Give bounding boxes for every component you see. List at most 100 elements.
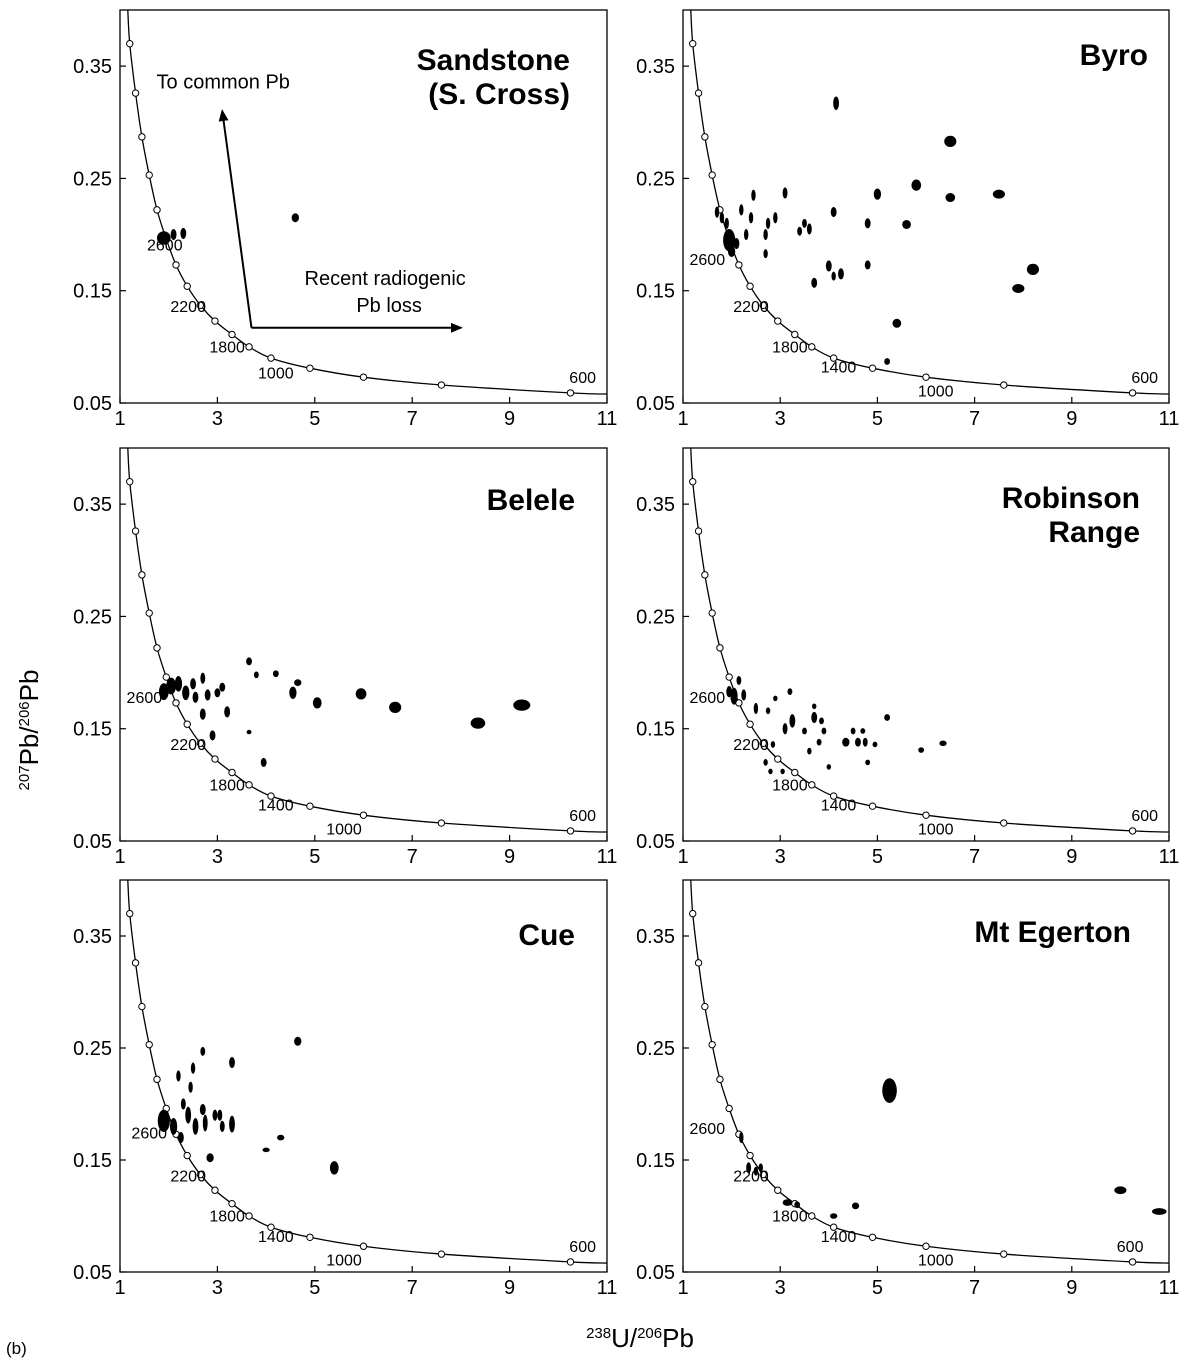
data-point	[802, 218, 807, 228]
y-tick-label: 0.05	[73, 831, 112, 853]
data-point	[748, 212, 754, 224]
data-point	[826, 764, 831, 770]
data-point	[782, 1199, 793, 1206]
data-point	[838, 268, 844, 280]
y-tick-label: 0.05	[636, 831, 675, 853]
concordia-age-label: 600	[569, 808, 596, 825]
data-point	[200, 1046, 206, 1056]
data-point	[741, 689, 747, 701]
data-point	[751, 189, 756, 201]
x-axis-title: 238U/206Pb	[586, 1323, 694, 1353]
concordia-age-label: 1000	[918, 383, 954, 400]
data-point	[192, 1118, 199, 1135]
panel-title: Mt Egerton	[974, 916, 1131, 949]
concordia-age-marker	[922, 373, 930, 381]
concordia-age-marker	[211, 317, 219, 325]
x-tick-label: 11	[1159, 846, 1180, 868]
data-point	[170, 228, 177, 241]
data-point	[736, 675, 742, 685]
trend-arrow	[218, 109, 253, 328]
y-tick-label: 0.25	[73, 606, 112, 628]
concordia-age-label: 2200	[733, 1168, 769, 1185]
y-tick-label: 0.35	[73, 56, 112, 78]
data-point	[219, 1120, 225, 1132]
concordia-age-marker	[694, 89, 703, 97]
data-point	[1026, 263, 1039, 275]
concordia-age-marker	[153, 644, 161, 652]
x-tick-label: 1	[677, 846, 688, 868]
panel-robinson-range: 1 3 5 7 9 11 0.05 0.15 0.25 0.35 2600 2200 1800 1400 1…	[636, 447, 1180, 868]
concordia-age-marker	[126, 909, 134, 918]
data-point	[157, 231, 171, 245]
concordia-age-marker	[701, 571, 709, 579]
plot-frame	[119, 447, 608, 842]
data-point	[188, 1081, 193, 1093]
concordia-age-marker	[245, 343, 253, 351]
y-tick-label: 0.15	[636, 719, 675, 741]
x-tick-label: 5	[872, 846, 883, 868]
concordia-age-marker	[267, 354, 275, 362]
x-tick-label: 5	[309, 846, 320, 868]
concordia-age-marker	[437, 381, 446, 389]
data-point	[180, 1098, 186, 1110]
concordia-age-marker	[138, 571, 146, 579]
concordia-age-marker	[131, 527, 140, 535]
data-point	[166, 677, 177, 695]
concordia-age-marker	[1128, 827, 1137, 835]
concordia-age-marker	[808, 343, 816, 351]
data-point	[329, 1161, 339, 1175]
x-tick-label: 9	[504, 1277, 515, 1299]
data-point	[872, 741, 878, 748]
data-point	[389, 701, 402, 713]
panel-title: Byro	[1080, 39, 1148, 72]
concordia-age-label: 1000	[258, 365, 294, 382]
concordia-age-marker	[211, 1186, 219, 1194]
data-point	[214, 688, 221, 698]
y-axis-title: 207Pb/206Pb	[14, 670, 44, 791]
y-tick-label: 0.25	[73, 1038, 112, 1060]
data-point	[355, 688, 367, 700]
concordia-age-marker	[131, 89, 140, 97]
data-point	[763, 249, 768, 259]
data-point	[294, 679, 302, 687]
concordia-age-label: 2200	[733, 299, 769, 316]
concordia-age-label: 2600	[127, 690, 163, 707]
data-point	[217, 1109, 223, 1121]
x-tick-label: 1	[114, 1277, 125, 1299]
panel-title: Cue	[518, 919, 575, 952]
concordia-age-marker	[759, 739, 767, 748]
concordia-age-marker	[145, 609, 153, 617]
data-point	[911, 179, 922, 191]
y-tick-label: 0.35	[73, 926, 112, 948]
data-point	[789, 714, 796, 728]
data-point	[830, 1213, 838, 1219]
concordia-age-marker	[145, 1040, 153, 1049]
concordia-age-marker	[716, 644, 724, 652]
data-point	[944, 135, 957, 147]
concordia-age-label: 1000	[326, 1252, 362, 1269]
data-point	[513, 699, 531, 711]
data-point	[819, 717, 824, 725]
data-point	[782, 187, 788, 199]
concordia-age-label: 1400	[258, 1229, 294, 1246]
x-tick-label: 3	[212, 408, 223, 430]
data-point	[830, 207, 837, 218]
data-point	[739, 1132, 744, 1144]
data-point	[1151, 1208, 1167, 1215]
data-point	[797, 226, 803, 236]
panel-byro: 1 3 5 7 9 11 0.05 0.15 0.25 0.35 2600 2200 1800 1400 1…	[636, 9, 1179, 430]
data-point	[253, 671, 259, 679]
data-point	[1012, 283, 1025, 293]
data-point	[291, 213, 299, 223]
data-point	[312, 697, 322, 709]
data-point	[246, 657, 252, 666]
concordia-age-marker	[228, 768, 236, 777]
data-point	[199, 708, 206, 720]
concordia-age-label: 2600	[147, 237, 183, 254]
data-point	[229, 1115, 235, 1133]
data-point	[246, 729, 252, 735]
x-tick-label: 7	[969, 1277, 980, 1299]
concordia-age-marker	[829, 1223, 838, 1231]
annotation-label: To common Pb	[157, 72, 290, 94]
data-point	[289, 686, 297, 699]
